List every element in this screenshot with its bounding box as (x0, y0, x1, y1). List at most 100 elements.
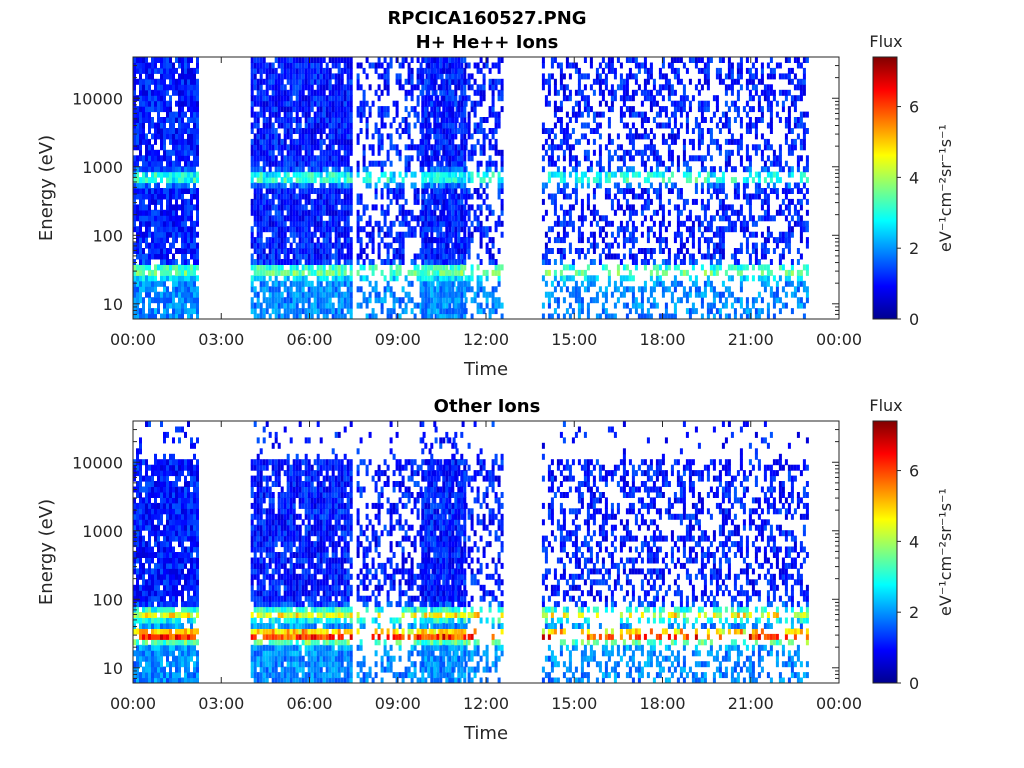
heatmap-cell (436, 242, 440, 249)
heatmap-cell (550, 291, 554, 298)
heatmap-cell (562, 84, 566, 91)
heatmap-cell (313, 248, 317, 254)
heatmap-cell (661, 237, 665, 244)
heatmap-cell (491, 291, 495, 298)
heatmap-cell (541, 128, 545, 134)
heatmap-cell (356, 160, 360, 167)
heatmap-cell (175, 286, 178, 293)
heatmap-cell (274, 89, 278, 96)
heatmap-cell (380, 188, 384, 194)
heatmap-cell (148, 242, 151, 249)
heatmap-cell (428, 177, 432, 184)
heatmap-cell (268, 275, 272, 282)
heatmap-cell (413, 111, 417, 118)
heatmap-cell (292, 57, 296, 63)
heatmap-cell (649, 149, 653, 156)
heatmap-cell (445, 144, 449, 151)
heatmap-cell (476, 171, 480, 178)
heatmap-cell (256, 100, 260, 107)
heatmap-cell (646, 188, 650, 194)
heatmap-cell (301, 242, 305, 249)
heatmap-cell (424, 215, 428, 222)
heatmap-cell (568, 89, 572, 96)
heatmap-cell (256, 155, 260, 162)
heatmap-cell (154, 253, 157, 260)
heatmap-cell (553, 198, 557, 205)
heatmap-cell (442, 242, 446, 249)
heatmap-cell (433, 117, 437, 123)
heatmap-cell (377, 73, 381, 80)
heatmap-cell (463, 248, 467, 254)
heatmap-cell (625, 95, 629, 102)
heatmap-cell (256, 166, 260, 173)
heatmap-cell (398, 171, 402, 178)
heatmap-cell (607, 133, 611, 140)
heatmap-cell (436, 259, 440, 265)
heatmap-cell (175, 133, 178, 140)
heatmap-cell (589, 160, 593, 167)
heatmap-cell (190, 171, 193, 178)
heatmap-cell (386, 209, 390, 216)
heatmap-cell (601, 57, 605, 63)
heatmap-cell (604, 264, 608, 271)
heatmap-cell (448, 209, 452, 216)
heatmap-cell (392, 100, 396, 107)
heatmap-cell (259, 259, 263, 265)
heatmap-cell (181, 215, 184, 222)
heatmap-cell (148, 248, 151, 254)
heatmap-cell (488, 253, 492, 260)
heatmap-cell (574, 182, 578, 189)
heatmap-cell (547, 171, 551, 178)
heatmap-cell (448, 308, 452, 315)
heatmap-cell (316, 84, 320, 91)
heatmap-cell (154, 215, 157, 222)
heatmap-cell (307, 253, 311, 260)
heatmap-cell (187, 95, 190, 102)
heatmap-cell (157, 57, 160, 63)
heatmap-cell (565, 182, 569, 189)
heatmap-cell (304, 209, 308, 216)
heatmap-cell (304, 204, 308, 211)
heatmap-cell (295, 144, 299, 151)
heatmap-cell (463, 138, 467, 145)
heatmap-cell (295, 78, 299, 85)
heatmap-cell (136, 302, 139, 309)
heatmap-cell (404, 117, 408, 123)
heatmap-cell (193, 253, 196, 260)
heatmap-cell (463, 302, 467, 309)
heatmap-cell (424, 259, 428, 265)
heatmap-cell (322, 286, 326, 293)
heatmap-cell (154, 204, 157, 211)
heatmap-cell (319, 226, 323, 233)
heatmap-cell (301, 193, 305, 200)
heatmap-cell (467, 237, 471, 244)
heatmap-cell (383, 84, 387, 91)
heatmap-cell (436, 122, 440, 129)
heatmap-cell (622, 149, 626, 156)
heatmap-cell (262, 95, 266, 102)
heatmap-cell (160, 84, 163, 91)
heatmap-cell (256, 220, 260, 227)
heatmap-cell (277, 171, 281, 178)
heatmap-cell (148, 138, 151, 145)
heatmap-cell (613, 313, 617, 320)
heatmap-cell (436, 73, 440, 80)
heatmap-cell (463, 220, 467, 227)
heatmap-cell (133, 275, 136, 282)
heatmap-cell (424, 253, 428, 260)
heatmap-cell (616, 297, 620, 304)
heatmap-cell (473, 111, 477, 118)
heatmap-cell (133, 166, 136, 173)
heatmap-cell (460, 237, 464, 244)
heatmap-cell (362, 111, 366, 118)
heatmap-cell (316, 111, 320, 118)
heatmap-cell (467, 128, 471, 134)
heatmap-cell (160, 264, 163, 271)
heatmap-cell (316, 78, 320, 85)
heatmap-cell (392, 144, 396, 151)
heatmap-cell (313, 188, 317, 194)
heatmap-cell (463, 160, 467, 167)
heatmap-cell (640, 89, 644, 96)
heatmap-cell (562, 188, 566, 194)
heatmap-cell (316, 144, 320, 151)
